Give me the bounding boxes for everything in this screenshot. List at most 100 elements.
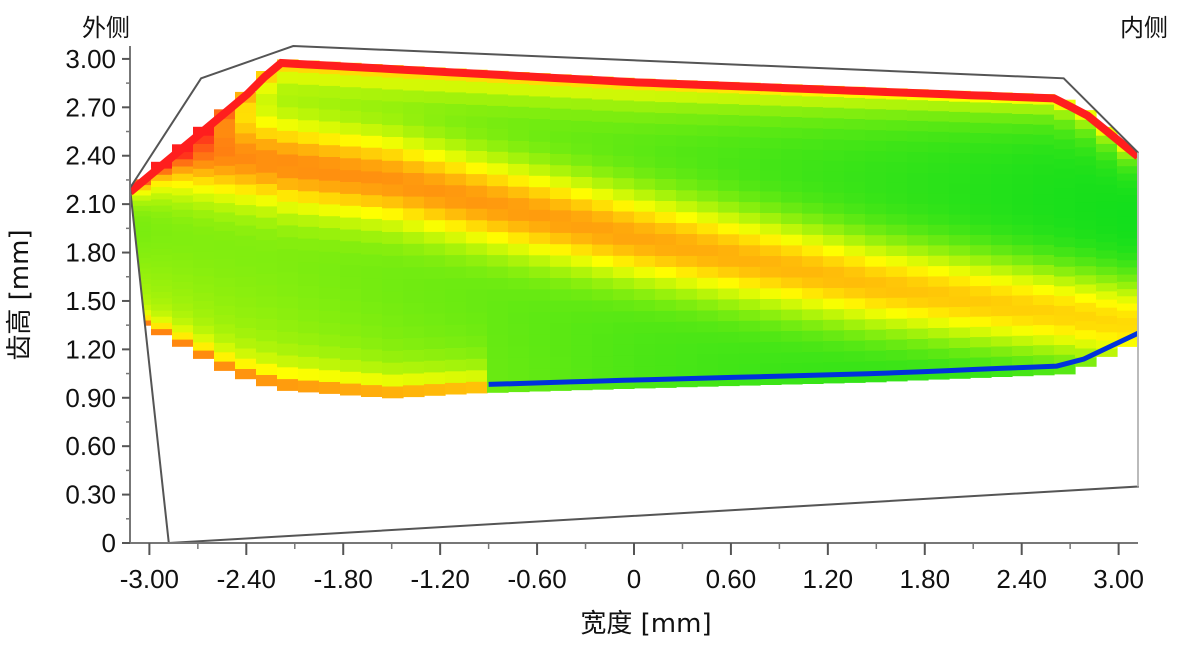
pattern-cell [760, 330, 782, 342]
pattern-cell [361, 135, 383, 148]
pattern-cell [193, 300, 215, 310]
pattern-cell [970, 336, 992, 348]
pattern-cell [256, 273, 278, 286]
x-axis-title: 宽度 [mm] [580, 609, 711, 639]
pattern-cell [172, 281, 194, 290]
pattern-cell [151, 211, 173, 218]
pattern-cell [424, 383, 446, 396]
pattern-cell [529, 288, 551, 301]
pattern-cell [193, 168, 215, 177]
pattern-cell [718, 363, 740, 376]
pattern-cell [844, 350, 866, 362]
pattern-cell [718, 103, 740, 115]
pattern-cell [172, 259, 194, 268]
pattern-cell [802, 170, 824, 182]
pattern-cell [949, 213, 971, 225]
pattern-cell [949, 142, 971, 153]
pattern-cell [802, 95, 824, 108]
pattern-cell [886, 370, 908, 382]
pattern-cell [1033, 134, 1055, 145]
pattern-cell [445, 335, 467, 348]
pattern-cell [718, 136, 740, 148]
pattern-cell [1096, 307, 1118, 316]
pattern-cell [1033, 364, 1055, 376]
pattern-cell [550, 198, 572, 211]
pattern-cell [781, 373, 803, 385]
pattern-cell [697, 309, 719, 322]
pattern-cell [1012, 294, 1034, 306]
pattern-cell [256, 194, 278, 207]
pattern-cell [718, 201, 740, 213]
pattern-cell [655, 123, 677, 135]
pattern-cell [739, 179, 761, 192]
pattern-cell [1012, 345, 1034, 356]
x-tick-label: -3.00 [120, 564, 179, 594]
pattern-cell [550, 232, 572, 245]
pattern-cell [844, 371, 866, 383]
pattern-cell [319, 239, 341, 252]
pattern-cell [571, 322, 593, 335]
pattern-cell [739, 136, 761, 149]
pattern-cell [655, 112, 677, 125]
pattern-cell [319, 180, 341, 193]
pattern-cell [1012, 315, 1034, 326]
pattern-cell [760, 352, 782, 364]
pattern-cell [1033, 284, 1055, 296]
pattern-cell [781, 255, 803, 267]
y-tick-label: 0.60 [65, 431, 116, 461]
pattern-cell [1033, 314, 1055, 326]
pattern-cell [802, 138, 824, 150]
pattern-cell [445, 277, 467, 290]
pattern-cell [214, 118, 236, 129]
pattern-cell [340, 98, 362, 111]
pattern-cell [676, 211, 698, 224]
pattern-cell [1117, 151, 1138, 159]
pattern-cell [781, 266, 803, 278]
pattern-cell [1075, 210, 1097, 221]
pattern-cell [844, 139, 866, 151]
pattern-cell [802, 255, 824, 267]
pattern-cell [676, 342, 698, 355]
pattern-cell [151, 309, 173, 317]
pattern-cell [865, 234, 887, 246]
pattern-cell [256, 228, 278, 241]
pattern-cell [634, 89, 656, 102]
pattern-cell [592, 177, 614, 189]
pattern-cell [151, 322, 173, 330]
pattern-cell [592, 288, 614, 301]
pattern-cell [172, 331, 194, 340]
pattern-cell [928, 265, 950, 277]
pattern-cell [886, 161, 908, 173]
pattern-cell [844, 245, 866, 257]
pattern-cell [487, 369, 509, 382]
pattern-cell [760, 266, 782, 278]
pattern-cell [235, 358, 257, 369]
pattern-cell [865, 203, 887, 215]
pattern-cell [697, 353, 719, 365]
pattern-cell [256, 329, 278, 342]
pattern-cell [949, 255, 971, 266]
pattern-cell [508, 174, 530, 187]
pattern-cell [802, 351, 824, 363]
pattern-cell [949, 337, 971, 348]
pattern-cell [697, 168, 719, 180]
pattern-cell [886, 119, 908, 131]
pattern-cell [445, 231, 467, 244]
pattern-cell [550, 187, 572, 199]
pattern-cell [886, 328, 908, 340]
pattern-cell [172, 216, 194, 225]
pattern-cell [172, 266, 194, 275]
pattern-cell [760, 373, 782, 385]
pattern-cell [508, 140, 530, 153]
pattern-cell [256, 318, 278, 330]
x-tick-label: 0 [627, 564, 641, 594]
pattern-cell [1096, 208, 1118, 218]
pattern-cell [907, 141, 929, 153]
pattern-cell [760, 244, 782, 256]
pattern-cell [928, 306, 950, 318]
pattern-cell [949, 234, 971, 246]
pattern-cell [508, 94, 530, 107]
pattern-cell [886, 203, 908, 215]
pattern-cell [802, 234, 824, 246]
pattern-cell [634, 144, 656, 157]
